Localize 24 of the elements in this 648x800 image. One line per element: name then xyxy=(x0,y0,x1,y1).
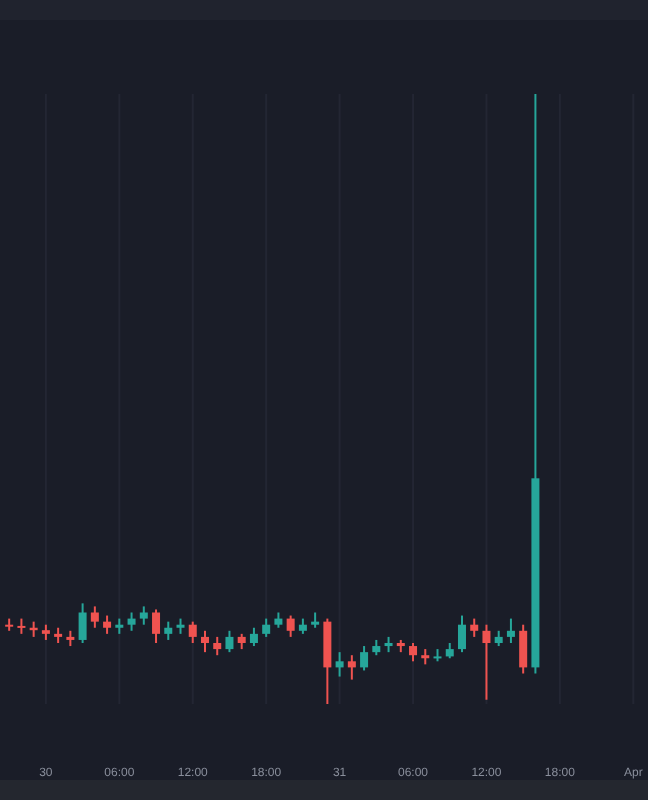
candlestick xyxy=(249,626,258,648)
candlestick xyxy=(519,623,528,675)
candlestick xyxy=(286,614,295,638)
candlestick xyxy=(323,617,332,705)
candlestick xyxy=(360,645,369,672)
candlestick xyxy=(152,608,161,644)
candlestick xyxy=(103,614,112,635)
candlestick xyxy=(335,651,344,678)
candlestick xyxy=(506,617,515,644)
candlestick xyxy=(482,623,491,701)
candlestick xyxy=(188,620,197,644)
candlestick xyxy=(470,617,479,638)
candlestick xyxy=(200,629,209,654)
candlestick xyxy=(213,635,222,657)
candlestick xyxy=(164,620,173,641)
candlestick xyxy=(457,614,466,654)
candlestick xyxy=(409,642,418,663)
candlestick xyxy=(90,605,99,629)
candlestick xyxy=(347,654,356,681)
candlestick xyxy=(78,602,87,644)
candlestick xyxy=(225,629,234,654)
candlestick xyxy=(262,617,271,638)
candlestick xyxy=(127,611,136,632)
candlestick xyxy=(139,605,148,626)
